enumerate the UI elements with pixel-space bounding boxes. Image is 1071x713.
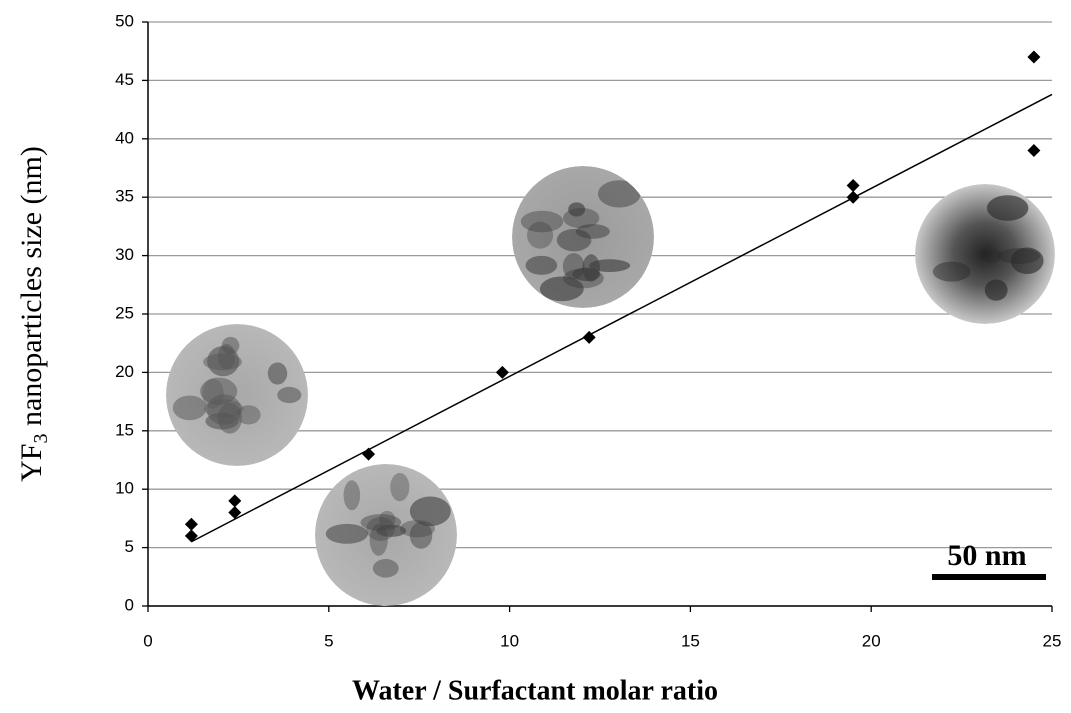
x-tick-label: 5	[324, 631, 333, 650]
tem-particle	[376, 524, 407, 537]
y-label-subscript: 3	[30, 434, 52, 444]
tem-particle	[172, 395, 207, 421]
data-point	[228, 494, 242, 508]
tem-particle	[589, 259, 631, 272]
x-tick-label: 25	[1043, 631, 1062, 650]
tem-particle	[983, 248, 1002, 263]
x-tick-label: 10	[500, 631, 519, 650]
data-point	[846, 190, 860, 204]
data-point	[495, 365, 509, 379]
y-tick-label: 25	[115, 303, 134, 322]
tem-image	[512, 166, 654, 308]
tem-particle	[563, 207, 600, 229]
tem-particle	[520, 210, 564, 233]
tem-particle	[372, 559, 399, 578]
tem-particle	[1010, 247, 1044, 274]
tem-particle	[932, 261, 971, 282]
tem-particle	[325, 523, 369, 544]
tem-particle	[343, 480, 361, 511]
y-tick-label: 50	[115, 11, 134, 30]
tem-background	[915, 184, 1055, 324]
grid: 0 5 10 15 20 25 30 35 40 45 50 0 5 10 15 20 25	[115, 11, 1061, 650]
x-tick-label: 20	[862, 631, 881, 650]
x-tick-label: 0	[143, 631, 152, 650]
tem-particle	[221, 336, 240, 355]
y-label-part: nanoparticles size (nm)	[15, 146, 48, 433]
tem-image	[166, 324, 308, 466]
marks	[184, 50, 1053, 543]
x-axis-label: Water / Surfactant molar ratio	[352, 675, 718, 706]
y-tick-label: 20	[115, 362, 134, 381]
data-point	[228, 506, 242, 520]
tem-particle	[984, 279, 1008, 301]
y-tick-label: 30	[115, 245, 134, 264]
data-point	[846, 179, 860, 193]
tem-background	[166, 324, 308, 466]
data-point	[582, 330, 596, 344]
y-tick-label: 10	[115, 479, 134, 498]
trend-line	[191, 93, 1053, 543]
tem-particle	[539, 276, 584, 302]
y-tick-label: 35	[115, 187, 134, 206]
scale-bar-label: 50 nm	[947, 539, 1026, 572]
tem-particle	[390, 472, 410, 502]
data-point	[184, 517, 198, 531]
y-tick-label: 45	[115, 70, 134, 89]
data-point	[1027, 50, 1041, 64]
y-tick-label: 0	[125, 595, 134, 614]
tem-particle	[378, 510, 396, 528]
x-tick-label: 15	[681, 631, 700, 650]
tem-image	[315, 464, 457, 606]
tem-particle	[267, 362, 288, 385]
tem-particle	[997, 248, 1041, 264]
data-point	[362, 447, 376, 461]
tem-particle	[409, 496, 451, 527]
scale-bar	[932, 574, 1046, 580]
data-point	[1027, 143, 1041, 157]
tem-particle	[986, 195, 1029, 221]
tem-particle	[409, 521, 433, 549]
tem-particle	[597, 180, 641, 208]
tem-particle	[236, 405, 261, 425]
tem-particle	[572, 267, 601, 282]
tem-image	[915, 184, 1055, 324]
y-label-part: YF	[15, 444, 48, 482]
y-axis-label: YF3 nanoparticles size (nm)	[15, 146, 52, 482]
tem-images	[166, 166, 1055, 606]
tem-particle	[526, 221, 554, 249]
tem-particle	[399, 520, 436, 538]
y-tick-label: 40	[115, 128, 134, 147]
y-tick-label: 15	[115, 420, 134, 439]
y-tick-label: 5	[125, 537, 134, 556]
tem-particle	[277, 386, 302, 404]
tem-particle	[568, 202, 586, 217]
data-point	[184, 529, 198, 543]
tem-particle	[205, 412, 239, 430]
tem-particle	[556, 228, 592, 252]
tem-particle	[525, 255, 558, 275]
